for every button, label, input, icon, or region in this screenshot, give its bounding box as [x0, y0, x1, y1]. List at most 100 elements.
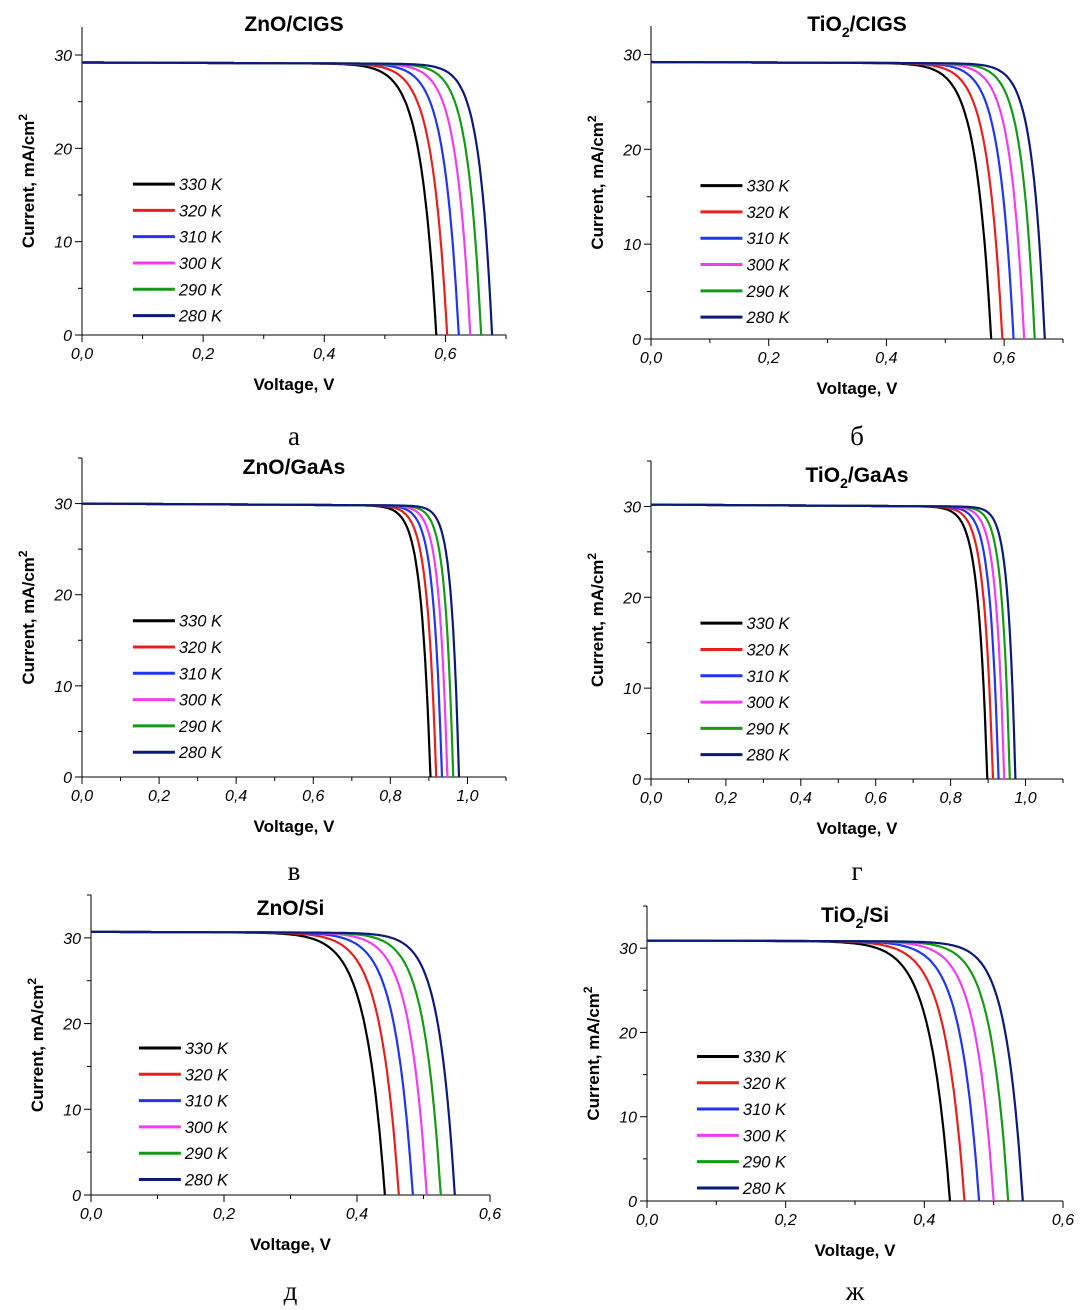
legend-label: 330 K: [743, 1048, 787, 1066]
y-axis-label: Current, mA/cm2: [25, 978, 47, 1113]
x-tick-label: 0,0: [640, 790, 662, 807]
y-tick-label: 20: [53, 141, 72, 158]
chart-title: ZnO/Si: [257, 897, 325, 920]
chart-title: TiO2/Si: [821, 904, 889, 931]
x-axis-label: Voltage, V: [817, 819, 899, 838]
series-line-280k: [651, 503, 1017, 780]
legend-label: 290 K: [178, 718, 223, 736]
legend: 330 K 320 K 310 K 300 K 290 K 280 K: [132, 613, 223, 762]
series-line-330k: [651, 60, 993, 340]
panel-caption: б: [850, 421, 864, 451]
legend-label: 320 K: [179, 202, 223, 220]
x-axis-label: Voltage, V: [817, 379, 899, 398]
series-line-310k: [651, 503, 1000, 780]
legend-label: 280 K: [742, 1180, 787, 1198]
x-tick-label: 0,2: [192, 346, 214, 363]
legend-label: 310 K: [179, 229, 223, 247]
legend-label: 280 K: [178, 744, 223, 762]
series-line-320k: [82, 502, 438, 778]
y-tick-label: 10: [623, 237, 641, 254]
legend-label: 300 K: [185, 1119, 229, 1137]
chart-panel-2: 0,0 0,2 0,4 0,6 0 10 20 30 TiO2/CIGS Voltage, V Cu…: [585, 13, 1064, 451]
series-line-320k: [651, 60, 1004, 340]
legend-label: 310 K: [746, 668, 790, 686]
chart-title: ZnO/CIGS: [244, 13, 343, 36]
legend-label: 290 K: [742, 1154, 787, 1172]
x-tick-label: 0,8: [379, 788, 401, 805]
panel-caption: a: [288, 421, 300, 451]
legend-label: 330 K: [746, 615, 790, 633]
x-tick-label: 0,4: [913, 1212, 935, 1229]
series-line-290k: [91, 930, 442, 1196]
x-axis-label: Voltage, V: [815, 1241, 897, 1260]
y-tick-label: 20: [53, 588, 72, 605]
y-tick-label: 0: [63, 770, 72, 787]
x-tick-label: 0,6: [865, 790, 887, 807]
series-line-310k: [647, 939, 981, 1202]
chart-panel-6: 0,0 0,2 0,4 0,6 0 10 20 30 TiO2/Si Voltage, V Curr…: [581, 904, 1074, 1306]
chart-panel-4: 0,0 0,2 0,4 0,6 0,8 1,0 0 10 20 30 TiO2/GaAs Voltag…: [585, 460, 1064, 886]
chart-title: ZnO/GaAs: [243, 456, 346, 479]
legend-label: 330 K: [179, 176, 223, 194]
legend-label: 300 K: [179, 692, 223, 710]
y-tick-label: 20: [622, 142, 641, 159]
y-tick-label: 0: [632, 332, 641, 349]
y-tick-label: 30: [623, 47, 641, 64]
x-axis-label: Voltage, V: [250, 1235, 332, 1254]
x-tick-label: 0,4: [346, 1206, 368, 1223]
y-tick-label: 0: [72, 1188, 81, 1205]
y-tick-label: 20: [622, 590, 641, 607]
y-tick-label: 0: [632, 772, 641, 789]
legend-label: 300 K: [746, 694, 790, 712]
series-line-320k: [647, 939, 966, 1202]
legend-label: 320 K: [746, 204, 790, 222]
y-tick-label: 10: [623, 681, 641, 698]
y-tick-label: 30: [54, 48, 72, 65]
legend-label: 290 K: [745, 283, 790, 301]
x-tick-label: 0,2: [775, 1212, 797, 1229]
y-tick-label: 10: [54, 679, 72, 696]
x-tick-label: 0,6: [479, 1206, 501, 1223]
y-tick-label: 0: [628, 1194, 637, 1211]
series-line-300k: [651, 60, 1026, 340]
legend-label: 280 K: [745, 747, 790, 765]
legend-label: 300 K: [746, 257, 790, 275]
series-line-320k: [651, 503, 995, 780]
y-axis-label: Current, mA/cm2: [16, 114, 38, 249]
legend-label: 330 K: [185, 1040, 229, 1058]
legend-label: 320 K: [179, 639, 223, 657]
legend-label: 310 K: [185, 1093, 229, 1111]
y-axis-label: Current, mA/cm2: [581, 986, 603, 1121]
y-tick-label: 30: [54, 497, 72, 514]
x-tick-label: 0,4: [313, 346, 335, 363]
x-tick-label: 0,0: [640, 350, 662, 367]
series-line-310k: [651, 60, 1015, 340]
chart-panel-5: 0,0 0,2 0,4 0,6 0 10 20 30 ZnO/Si Voltage, V Curre…: [25, 894, 501, 1306]
y-axis-label: Current, mA/cm2: [16, 550, 38, 685]
legend: 330 K 320 K 310 K 300 K 290 K 280 K: [132, 176, 223, 326]
y-tick-label: 20: [62, 1017, 81, 1034]
legend-label: 290 K: [184, 1145, 229, 1163]
x-axis-label: Voltage, V: [254, 375, 336, 394]
series-line-280k: [651, 60, 1046, 340]
series-line-290k: [82, 61, 483, 336]
series-line-330k: [651, 503, 989, 780]
legend-label: 320 K: [746, 641, 790, 659]
y-axis-label: Current, mA/cm2: [585, 115, 607, 250]
series-line-330k: [647, 939, 952, 1202]
x-tick-label: 0,4: [875, 350, 897, 367]
legend-label: 280 K: [745, 309, 790, 327]
y-tick-label: 30: [623, 499, 641, 516]
legend-label: 330 K: [179, 613, 223, 631]
series-line-330k: [82, 61, 438, 336]
y-tick-label: 10: [619, 1110, 637, 1127]
series-line-300k: [651, 503, 1006, 780]
series-line-290k: [651, 503, 1011, 780]
legend-label: 310 K: [746, 230, 790, 248]
series-line-300k: [82, 61, 472, 336]
series-line-300k: [82, 502, 449, 778]
legend-label: 290 K: [745, 720, 790, 738]
x-tick-label: 0,0: [71, 346, 93, 363]
legend-label: 310 K: [179, 665, 223, 683]
series-line-290k: [651, 60, 1036, 340]
